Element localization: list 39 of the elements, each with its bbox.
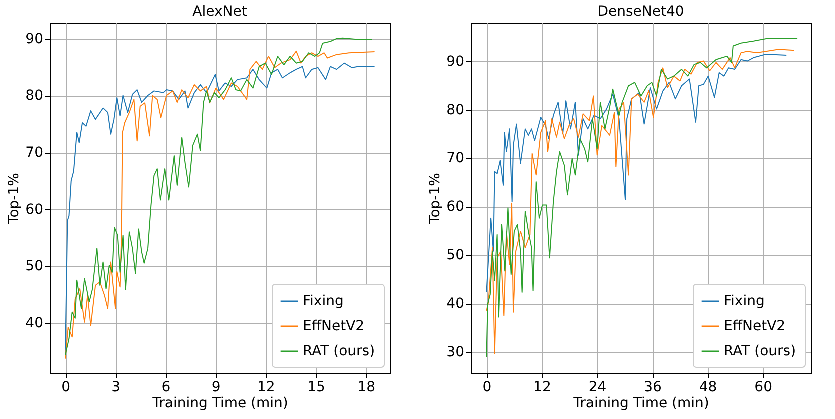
y-tick-label: 60 xyxy=(446,199,464,216)
x-tick-label: 6 xyxy=(162,380,171,396)
x-axis-title: Training Time (min) xyxy=(572,396,710,412)
x-tick-label: 0 xyxy=(62,380,70,396)
y-axis-title: Top-1% xyxy=(428,173,444,225)
y-tick-label: 30 xyxy=(446,344,464,361)
line-series xyxy=(486,54,788,294)
legend-label: Fixing xyxy=(724,294,765,310)
legend-label: Fixing xyxy=(303,294,344,310)
legend-label: EffNetV2 xyxy=(724,318,786,334)
y-tick-label: 50 xyxy=(446,248,464,264)
x-tick-label: 12 xyxy=(258,380,276,396)
chart-title: AlexNet xyxy=(192,4,248,20)
x-tick-label: 0 xyxy=(482,380,492,396)
y-tick-label: 60 xyxy=(26,202,44,218)
y-axis-title: Top-1% xyxy=(6,173,23,225)
legend-label: RAT (ours) xyxy=(724,344,796,360)
x-tick-label: 24 xyxy=(588,380,607,396)
x-tick-label: 48 xyxy=(699,380,718,396)
x-tick-label: 9 xyxy=(212,380,221,396)
x-tick-label: 18 xyxy=(358,380,376,396)
x-tick-label: 3 xyxy=(112,380,121,396)
x-tick-label: 60 xyxy=(754,380,772,396)
x-axis-title: Training Time (min) xyxy=(152,396,288,412)
y-tick-label: 80 xyxy=(446,102,464,118)
y-tick-label: 40 xyxy=(446,296,464,312)
chart-title: DenseNet40 xyxy=(598,4,684,20)
y-tick-label: 40 xyxy=(26,316,44,332)
x-tick-label: 15 xyxy=(308,380,326,396)
y-tick-label: 70 xyxy=(446,150,464,167)
y-tick-label: 90 xyxy=(446,54,464,70)
y-tick-label: 50 xyxy=(26,258,44,275)
y-tick-label: 90 xyxy=(26,31,44,48)
x-tick-label: 12 xyxy=(534,380,552,396)
y-tick-label: 70 xyxy=(26,145,44,162)
legend-label: RAT (ours) xyxy=(303,344,376,360)
x-tick-label: 36 xyxy=(644,380,662,396)
legend-label: EffNetV2 xyxy=(303,318,365,334)
y-tick-label: 80 xyxy=(26,88,44,104)
